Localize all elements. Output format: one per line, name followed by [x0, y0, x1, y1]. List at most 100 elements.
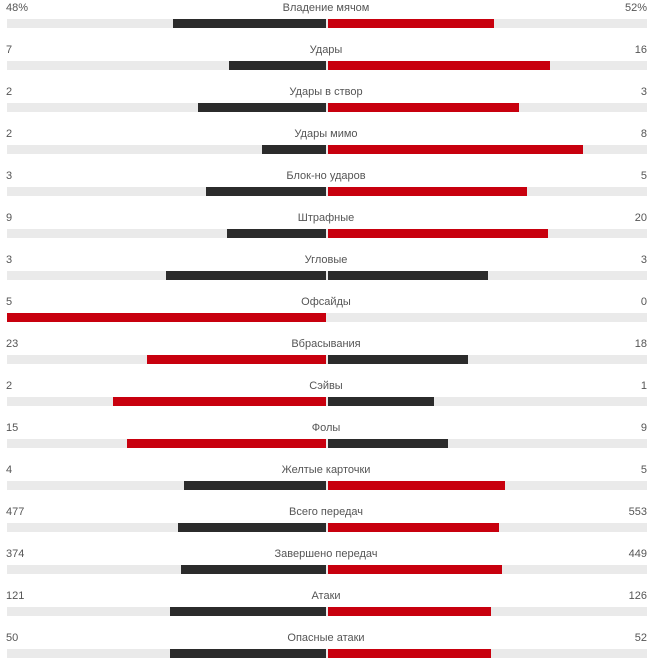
- stat-home-value: 7: [6, 44, 13, 56]
- stat-away-value: 5: [640, 170, 647, 182]
- stat-name: Штрафные: [297, 212, 355, 224]
- stat-bar-track: [7, 61, 647, 70]
- stat-name: Атаки: [311, 590, 341, 602]
- stat-home-value: 23: [6, 338, 19, 350]
- stat-row: 121 Атаки 126: [0, 588, 652, 630]
- stat-away-value: 9: [640, 422, 647, 434]
- stat-name: Офсайды: [301, 296, 351, 308]
- stat-name: Удары: [309, 44, 343, 56]
- stat-name: Опасные атаки: [287, 632, 365, 644]
- stat-bar-home: [229, 61, 326, 70]
- stat-bar-home: [198, 103, 326, 112]
- stat-name: Всего передач: [289, 506, 363, 518]
- stat-row: 4 Желтые карточки 5: [0, 462, 652, 504]
- stat-name: Вбрасывания: [291, 338, 361, 350]
- stat-bar-away: [328, 61, 550, 70]
- stat-bar-home: [178, 523, 326, 532]
- stat-row: 2 Удары в створ 3: [0, 84, 652, 126]
- stat-bar-home: [170, 607, 326, 616]
- stat-bar-track: [7, 19, 647, 28]
- stat-bar-home: [166, 271, 326, 280]
- stat-bar-track: [7, 103, 647, 112]
- stat-home-value: 2: [6, 86, 13, 98]
- stat-bar-away: [328, 607, 491, 616]
- stat-bar-home: [262, 145, 326, 154]
- stat-row: 3 Блок-но ударов 5: [0, 168, 652, 210]
- stat-away-value: 8: [640, 128, 647, 140]
- stat-bar-away: [328, 19, 494, 28]
- stat-home-value: 48%: [6, 2, 29, 14]
- stat-away-value: 0: [640, 296, 647, 308]
- stat-name: Угловые: [304, 254, 348, 266]
- stat-bar-home: [113, 397, 326, 406]
- stat-bar-track: [7, 229, 647, 238]
- stat-home-value: 121: [6, 590, 25, 602]
- stat-away-value: 16: [634, 44, 647, 56]
- stat-row: 9 Штрафные 20: [0, 210, 652, 252]
- stat-bar-away: [328, 649, 491, 658]
- stat-home-value: 3: [6, 170, 13, 182]
- stat-bar-home: [7, 313, 326, 322]
- stat-bar-away: [328, 187, 527, 196]
- stat-away-value: 126: [628, 590, 647, 602]
- stat-row: 2 Сэйвы 1: [0, 378, 652, 420]
- stat-away-value: 52%: [624, 2, 647, 14]
- stat-row: 15 Фолы 9: [0, 420, 652, 462]
- stat-bar-track: [7, 649, 647, 658]
- stat-away-value: 3: [640, 254, 647, 266]
- stat-bar-track: [7, 397, 647, 406]
- stat-name: Блок-но ударов: [286, 170, 366, 182]
- stat-away-value: 20: [634, 212, 647, 224]
- stat-bar-track: [7, 187, 647, 196]
- stat-bar-track: [7, 313, 647, 322]
- stat-row: 7 Удары 16: [0, 42, 652, 84]
- stat-row: 48% Владение мячом 52%: [0, 0, 652, 42]
- stat-name: Сэйвы: [309, 380, 343, 392]
- stat-row: 3 Угловые 3: [0, 252, 652, 294]
- stat-name: Владение мячом: [282, 2, 370, 14]
- stat-row: 5 Офсайды 0: [0, 294, 652, 336]
- stat-bar-track: [7, 481, 647, 490]
- stat-bar-track: [7, 145, 647, 154]
- stat-bar-home: [147, 355, 326, 364]
- stat-bar-track: [7, 523, 647, 532]
- stat-home-value: 9: [6, 212, 13, 224]
- stat-bar-away: [328, 103, 519, 112]
- stat-bar-away: [328, 355, 468, 364]
- stat-bar-home: [206, 187, 326, 196]
- stat-name: Удары в створ: [289, 86, 363, 98]
- stat-home-value: 15: [6, 422, 19, 434]
- stat-bar-away: [328, 145, 583, 154]
- stat-bar-track: [7, 271, 647, 280]
- stat-home-value: 477: [6, 506, 25, 518]
- stat-bar-away: [328, 565, 502, 574]
- stat-name: Фолы: [311, 422, 341, 434]
- stat-bar-home: [227, 229, 326, 238]
- stat-away-value: 553: [628, 506, 647, 518]
- stat-away-value: 18: [634, 338, 647, 350]
- stat-row: 23 Вбрасывания 18: [0, 336, 652, 378]
- stat-home-value: 5: [6, 296, 13, 308]
- stat-away-value: 1: [640, 380, 647, 392]
- stat-bar-away: [328, 271, 488, 280]
- stat-home-value: 3: [6, 254, 13, 266]
- stat-row: 50 Опасные атаки 52: [0, 630, 652, 672]
- stat-away-value: 449: [628, 548, 647, 560]
- stat-bar-away: [328, 229, 548, 238]
- stat-bar-away: [328, 481, 505, 490]
- stat-home-value: 2: [6, 380, 13, 392]
- stat-away-value: 52: [634, 632, 647, 644]
- stat-bar-track: [7, 355, 647, 364]
- stat-away-value: 3: [640, 86, 647, 98]
- stat-home-value: 2: [6, 128, 13, 140]
- stat-home-value: 4: [6, 464, 13, 476]
- stat-bar-track: [7, 565, 647, 574]
- stat-bar-home: [173, 19, 326, 28]
- stat-bar-track: [7, 607, 647, 616]
- stat-row: 477 Всего передач 553: [0, 504, 652, 546]
- stat-bar-home: [181, 565, 326, 574]
- stat-name: Удары мимо: [294, 128, 358, 140]
- stat-bar-home: [184, 481, 326, 490]
- stat-bar-away: [328, 523, 499, 532]
